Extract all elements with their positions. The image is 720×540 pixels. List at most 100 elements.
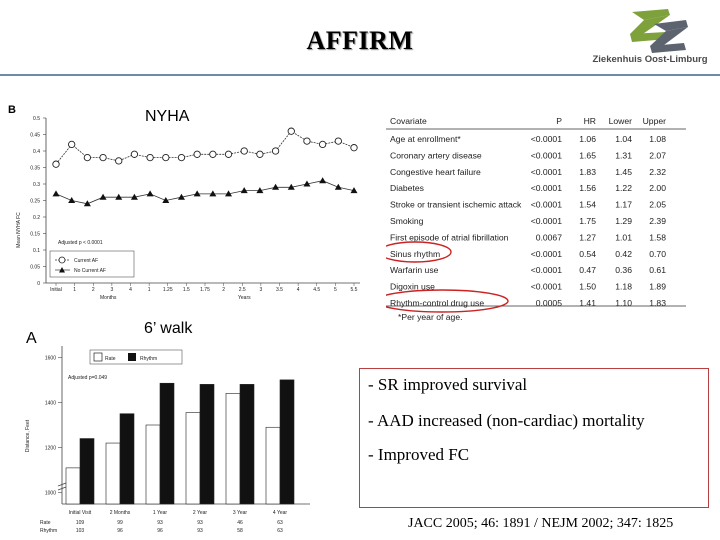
data-point-current-af xyxy=(130,150,139,158)
nyha-y-tick-label: 0.45 xyxy=(30,132,40,138)
table-cell: 0.0067 xyxy=(536,232,563,242)
data-point-no-current-af xyxy=(130,193,138,200)
count-cell: 58 xyxy=(237,528,243,534)
table-cell: 1.83 xyxy=(579,167,596,177)
table-cell: <0.0001 xyxy=(531,167,563,177)
nyha-y-tick-label: 0.15 xyxy=(30,231,40,237)
table-row: Congestive heart failure <0.0001 1.83 1.45 2… xyxy=(390,167,666,177)
table-cell: 1.54 xyxy=(579,200,596,210)
table-row: Stroke or transient ischemic attack <0.00… xyxy=(390,200,666,210)
table-cell: 2.07 xyxy=(649,150,666,160)
data-point-current-af xyxy=(68,140,76,149)
count-cell: 99 xyxy=(117,520,123,526)
table-cell: 0.0005 xyxy=(536,298,563,308)
table-cell: 1.01 xyxy=(615,232,632,242)
highlight-sinus-rhythm xyxy=(386,241,452,263)
table-cell: 1.83 xyxy=(649,298,666,308)
table-cell: 1.17 xyxy=(615,200,632,210)
nyha-x-tick-label: 5.5 xyxy=(351,287,358,293)
table-cell: 1.04 xyxy=(615,134,632,144)
table-row: Digoxin use <0.0001 1.50 1.18 1.89 xyxy=(390,282,666,292)
nyha-x-tick-label: Initial xyxy=(50,287,62,293)
table-cell: Digoxin use xyxy=(390,282,435,292)
data-point-no-current-af xyxy=(256,187,264,194)
walk-y-tick-label: 1000 xyxy=(45,491,56,497)
walk-x-tick-label: 2 Year xyxy=(193,510,208,516)
table-cell: 1.22 xyxy=(615,183,632,193)
count-cell: 96 xyxy=(157,528,163,534)
table-cell: Rhythm-control drug use xyxy=(390,298,484,308)
table-row: Warfarin use <0.0001 0.47 0.36 0.61 xyxy=(390,265,666,275)
table-cell: 1.75 xyxy=(579,216,596,226)
table-cell: <0.0001 xyxy=(531,216,563,226)
count-cell: 63 xyxy=(277,528,283,534)
bar-rhythm xyxy=(159,382,175,505)
nyha-y-axis-label: Mean NYHA FC xyxy=(16,212,22,248)
legend-label-rhythm: Rhythm xyxy=(140,356,157,362)
table-cell: 1.27 xyxy=(579,232,596,242)
data-point-no-current-af xyxy=(272,183,280,190)
table-header-cell: Covariate xyxy=(390,116,427,126)
table-row: Sinus rhythm <0.0001 0.54 0.42 0.70 xyxy=(390,249,666,259)
panel-letter-b: B xyxy=(8,104,16,116)
table-cell: First episode of atrial fibrillation xyxy=(390,232,509,242)
x-group-label-months: Months xyxy=(100,295,117,301)
bar-rate xyxy=(65,467,81,505)
walk-y-tick-label: 1200 xyxy=(45,446,56,452)
table-row: Coronary artery disease <0.0001 1.65 1.31 2.… xyxy=(390,150,666,160)
legend-circle-marker xyxy=(58,256,66,264)
nyha-heading: NYHA xyxy=(145,108,190,125)
table-cell: <0.0001 xyxy=(531,282,563,292)
table-cell: 0.54 xyxy=(579,249,596,259)
nyha-x-tick-label: 4 xyxy=(129,287,132,293)
table-cell: Diabetes xyxy=(390,183,424,193)
count-cell: 109 xyxy=(76,520,85,526)
callout-box: - SR improved survival - AAD increased (… xyxy=(359,368,709,508)
walk-x-tick-label: 4 Year xyxy=(273,510,288,516)
table-cell: Age at enrollment* xyxy=(390,134,461,144)
table-cell: 1.65 xyxy=(579,150,596,160)
table-cell: 2.05 xyxy=(649,200,666,210)
table-cell: <0.0001 xyxy=(531,249,563,259)
data-point-current-af xyxy=(256,150,264,158)
walk-chart: Distance, Feet 1000 1200 1400 1600 Rate Rhy… xyxy=(25,346,310,534)
nyha-x-tick-label: 1.25 xyxy=(163,287,173,293)
walk-annotation: Adjusted p=0.049 xyxy=(68,375,107,381)
table-cell: 1.89 xyxy=(649,282,666,292)
nyha-annotation: Adjusted p < 0.0001 xyxy=(58,240,103,246)
slide-title: AFFIRM xyxy=(306,26,414,55)
nyha-y-tick-label: 0.35 xyxy=(30,165,40,171)
walk-x-tick-label: 1 Year xyxy=(153,510,168,516)
nyha-y-tick-label: 0.25 xyxy=(30,198,40,204)
table-cell: 2.32 xyxy=(649,167,666,177)
table-row: First episode of atrial fibrillation 0.00… xyxy=(390,232,666,242)
nyha-x-tick-label: 1.75 xyxy=(200,287,210,293)
nyha-x-tick-label: 3 xyxy=(259,287,262,293)
data-point-no-current-af xyxy=(240,187,248,194)
count-cell: 46 xyxy=(237,520,243,526)
bar-rate xyxy=(145,424,161,505)
nyha-x-tick-label: 1.5 xyxy=(183,287,190,293)
covariate-table: Covariate P HR Lower Upper Age at enrollment… xyxy=(386,116,686,322)
highlight-rhythm-control-drug xyxy=(386,289,509,313)
data-point-no-current-af xyxy=(193,190,201,197)
table-cell: <0.0001 xyxy=(531,200,563,210)
data-point-no-current-af xyxy=(99,193,107,200)
nyha-x-tick-label: 4.5 xyxy=(313,287,320,293)
table-row: Age at enrollment* <0.0001 1.06 1.04 1.08 xyxy=(390,134,666,144)
bar-rhythm xyxy=(199,384,215,505)
bar-rhythm xyxy=(119,413,135,505)
nyha-y-tick-label: 0.05 xyxy=(30,264,40,270)
callout-line: - AAD increased (non-cardiac) mortality xyxy=(368,411,645,430)
data-point-no-current-af xyxy=(52,190,60,197)
data-point-current-af xyxy=(240,147,248,155)
table-cell: 1.06 xyxy=(579,134,596,144)
nyha-legend xyxy=(49,250,135,278)
table-cell: Congestive heart failure xyxy=(390,167,481,177)
nyha-y-tick-label: 0 xyxy=(37,281,40,287)
table-cell: 1.56 xyxy=(579,183,596,193)
table-cell: Sinus rhythm xyxy=(390,249,440,259)
table-cell: <0.0001 xyxy=(531,183,563,193)
data-point-current-af xyxy=(209,150,217,158)
data-point-no-current-af xyxy=(68,197,76,203)
